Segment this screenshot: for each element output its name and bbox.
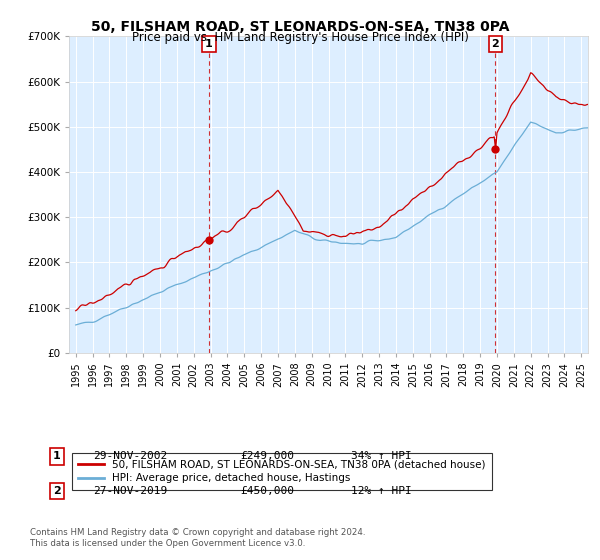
Text: 12% ↑ HPI: 12% ↑ HPI bbox=[351, 486, 412, 496]
Text: 1: 1 bbox=[205, 39, 213, 49]
Text: 34% ↑ HPI: 34% ↑ HPI bbox=[351, 451, 412, 461]
Text: 29-NOV-2002: 29-NOV-2002 bbox=[93, 451, 167, 461]
Text: 27-NOV-2019: 27-NOV-2019 bbox=[93, 486, 167, 496]
Text: 2: 2 bbox=[491, 39, 499, 49]
Text: Contains HM Land Registry data © Crown copyright and database right 2024.
This d: Contains HM Land Registry data © Crown c… bbox=[30, 528, 365, 548]
Legend: 50, FILSHAM ROAD, ST LEONARDS-ON-SEA, TN38 0PA (detached house), HPI: Average pr: 50, FILSHAM ROAD, ST LEONARDS-ON-SEA, TN… bbox=[71, 453, 492, 489]
Text: Price paid vs. HM Land Registry's House Price Index (HPI): Price paid vs. HM Land Registry's House … bbox=[131, 31, 469, 44]
Text: 50, FILSHAM ROAD, ST LEONARDS-ON-SEA, TN38 0PA: 50, FILSHAM ROAD, ST LEONARDS-ON-SEA, TN… bbox=[91, 20, 509, 34]
Text: 2: 2 bbox=[53, 486, 61, 496]
Text: 1: 1 bbox=[53, 451, 61, 461]
Text: £249,000: £249,000 bbox=[240, 451, 294, 461]
Text: £450,000: £450,000 bbox=[240, 486, 294, 496]
